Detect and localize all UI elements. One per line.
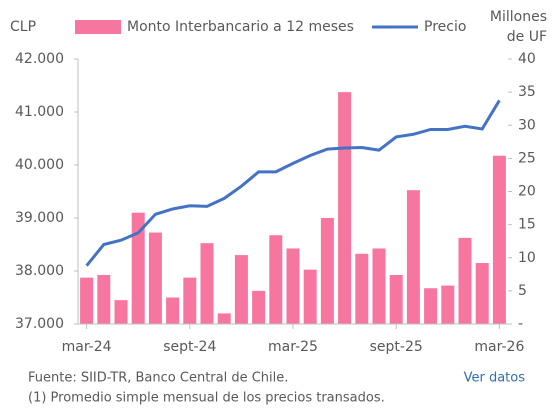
bar	[406, 190, 420, 324]
bar	[217, 313, 231, 324]
source: Fuente: SIID-TR, Banco Central de Chile.	[28, 371, 288, 386]
bar	[114, 300, 128, 324]
y2-tick-label: 35	[518, 84, 536, 100]
bar	[355, 253, 369, 324]
link[interactable]: Ver datos	[464, 371, 526, 386]
y2-tick-label: -	[518, 316, 523, 332]
y-tick-label: 40.000	[15, 157, 64, 173]
y2-tick-label: 30	[518, 117, 536, 133]
y2-tick-label: 40	[518, 51, 536, 67]
bar	[320, 218, 334, 324]
x-tick-label: mar-26	[474, 339, 524, 355]
legend-swatch	[75, 20, 121, 34]
bar	[492, 155, 506, 324]
bar	[372, 248, 386, 324]
y-tick-label: 41.000	[15, 104, 64, 120]
line	[85, 99, 501, 267]
y2-axis-label: Millones	[490, 9, 547, 25]
x-tick-label: mar-24	[62, 339, 112, 355]
bar	[234, 255, 248, 324]
bar	[252, 290, 266, 324]
legend-label: Monto Interbancario a 12 meses	[127, 19, 354, 35]
y-axis-label: CLP	[10, 19, 36, 35]
bar	[148, 232, 162, 324]
y2-tick-label: 25	[518, 150, 536, 166]
x-tick-label: sept-25	[370, 339, 423, 355]
y2-tick-label: 20	[518, 184, 536, 200]
bar	[131, 212, 145, 324]
y-tick-label: 37.000	[15, 316, 64, 332]
y-tick-label: 39.000	[15, 210, 64, 226]
bar	[80, 277, 94, 324]
legend-label: Precio	[424, 19, 466, 35]
bar	[458, 237, 472, 324]
bar	[389, 274, 403, 324]
note: (1) Promedio simple mensual de los preci…	[28, 391, 385, 406]
x-tick-label: sept-24	[163, 339, 216, 355]
bar	[200, 243, 214, 324]
y-tick-label: 38.000	[15, 263, 64, 279]
bar	[303, 269, 317, 324]
x-tick-label: mar-25	[268, 339, 318, 355]
bar	[97, 274, 111, 324]
bar	[183, 277, 197, 324]
y2-axis-label: de UF	[507, 29, 547, 45]
bar	[166, 297, 180, 324]
y2-tick-label: 10	[518, 250, 536, 266]
bar	[441, 285, 455, 324]
bar	[338, 92, 352, 324]
bar	[269, 235, 283, 324]
bar	[424, 288, 438, 324]
bar	[286, 248, 300, 324]
bar	[475, 263, 489, 324]
y2-tick-label: 15	[518, 217, 536, 233]
y2-tick-label: 5	[518, 283, 527, 299]
y-tick-label: 42.000	[15, 51, 64, 67]
